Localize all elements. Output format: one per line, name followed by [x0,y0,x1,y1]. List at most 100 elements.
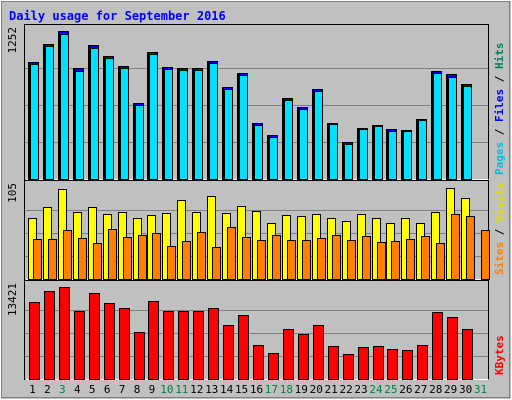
bar-pages-13 [209,63,218,180]
bar-kbytes-4 [74,311,85,380]
chart-panels: 1252 Pages / Files / Hits 105 Sites / Visit… [6,24,506,380]
panel-legend: KBytes [493,335,506,375]
bar-sites-26 [406,239,415,280]
bar-pages-7 [120,68,129,180]
x-tick-13: 13 [205,383,218,396]
bar-pages-15 [239,75,248,180]
bar-pages-2 [45,46,54,180]
x-tick-21: 21 [325,383,338,396]
bar-pages-12 [194,70,203,180]
legend-entry: Files [493,89,506,122]
bar-sites-2 [48,239,57,280]
bar-kbytes-5 [89,293,100,380]
bar-kbytes-12 [193,311,204,380]
bar-pages-3 [60,34,69,180]
chart-title: Daily usage for September 2016 [9,9,226,23]
bar-kbytes-1 [29,302,40,380]
bar-pages-5 [90,48,99,180]
x-tick-16: 16 [250,383,263,396]
bar-pages-27 [418,120,427,180]
bar-kbytes-17 [268,353,279,380]
bar-pages-4 [75,71,84,180]
bar-kbytes-24 [373,346,384,380]
bar-pages-6 [105,58,114,180]
bar-kbytes-21 [328,346,339,380]
bar-kbytes-22 [343,354,354,380]
bar-pages-11 [179,70,188,180]
bar-kbytes-11 [178,311,189,380]
bar-pages-1 [30,64,39,180]
bar-sites-24 [377,242,386,280]
bar-sites-28 [436,243,445,280]
panel-legend: Pages / Files / Hits [493,43,506,176]
bar-sites-23 [362,236,371,280]
bar-kbytes-19 [298,334,309,380]
bar-sites-16 [257,240,266,280]
bar-pages-25 [388,131,397,180]
panel-kbytes: 13421 KBytes [6,280,506,380]
bar-kbytes-28 [432,312,443,380]
bar-sites-31 [481,230,490,280]
x-tick-19: 19 [295,383,308,396]
x-tick-18: 18 [280,383,293,396]
x-tick-26: 26 [399,383,412,396]
x-tick-1: 1 [29,383,36,396]
bar-sites-15 [242,237,251,280]
bar-sites-10 [167,246,176,280]
x-tick-14: 14 [220,383,234,396]
x-tick-4: 4 [74,383,81,396]
bar-sites-6 [108,229,117,280]
bar-visits-13 [207,196,216,280]
bar-sites-22 [347,240,356,280]
bar-pages-17 [269,137,278,180]
x-tick-17: 17 [265,383,278,396]
bar-sites-3 [63,230,72,280]
bar-visits-11 [177,200,186,280]
bar-kbytes-16 [253,345,264,380]
bar-kbytes-2 [44,291,55,380]
scale-label: 13421 [6,283,19,316]
bar-kbytes-30 [462,329,473,380]
legend-entry: Sites [493,242,506,275]
x-tick-27: 27 [414,383,427,396]
bar-sites-30 [466,216,475,280]
bar-sites-7 [123,237,132,280]
bar-pages-9 [149,54,158,180]
x-tick-25: 25 [384,383,397,396]
bar-sites-21 [332,235,341,280]
bar-pages-23 [359,129,368,180]
bar-sites-19 [302,240,311,280]
bar-sites-14 [227,227,236,280]
x-tick-30: 30 [459,383,472,396]
x-tick-22: 22 [339,383,352,396]
legend-entry: Hits [493,43,506,70]
bar-sites-8 [138,235,147,280]
x-tick-15: 15 [235,383,248,396]
bar-sites-4 [78,238,87,280]
bar-sites-27 [421,236,430,280]
x-tick-23: 23 [354,383,367,396]
legend-entry: Pages [493,142,506,175]
bar-pages-14 [224,89,233,180]
bar-kbytes-27 [417,345,428,380]
bar-kbytes-7 [119,308,130,380]
bar-sites-13 [212,247,221,280]
panel-visits-sites: 105 Sites / Visits [6,180,506,280]
x-tick-10: 10 [160,383,173,396]
x-tick-31: 31 [474,383,487,396]
bar-pages-22 [344,144,353,180]
bar-kbytes-3 [59,287,70,380]
bar-pages-20 [314,91,323,180]
bar-kbytes-6 [104,303,115,380]
x-tick-12: 12 [190,383,203,396]
bar-kbytes-8 [134,332,145,380]
bar-sites-25 [391,241,400,280]
x-tick-28: 28 [429,383,442,396]
legend-entry: KBytes [493,335,506,375]
bar-sites-12 [197,232,206,280]
bar-kbytes-23 [358,347,369,380]
bar-kbytes-10 [163,311,174,380]
bar-sites-1 [33,239,42,280]
scale-label: 105 [6,183,19,203]
